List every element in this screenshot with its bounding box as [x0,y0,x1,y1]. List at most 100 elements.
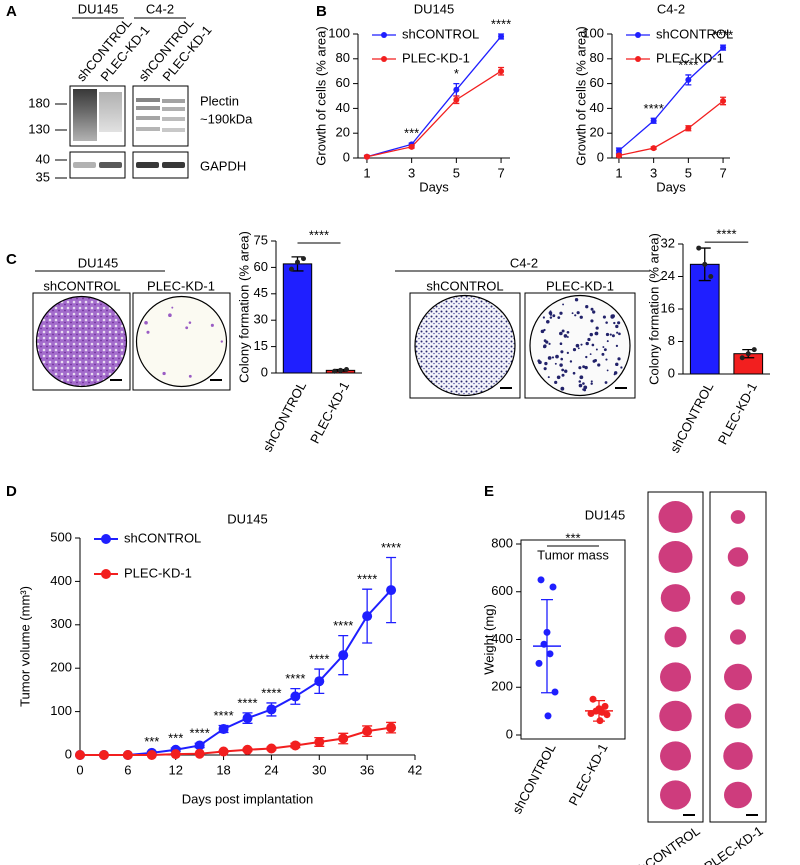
colony [162,371,166,376]
significance: **** [213,708,233,723]
marker [338,733,349,744]
significance: *** [404,126,419,141]
blot-band [99,92,122,132]
colony [602,315,606,319]
marker [314,736,325,747]
image-title: DU145 [78,255,118,270]
x-tick-label: 24 [264,762,278,777]
data-point [537,576,545,584]
y-axis-label: Growth of cells (% area) [573,26,588,165]
y-tick-label: 40 [336,100,350,115]
data-point [301,256,306,262]
colony [542,345,547,349]
marker [242,744,253,755]
blot-band [136,116,160,120]
colony [595,326,599,330]
panel-label: B [316,3,327,20]
blot-band [136,162,159,168]
marker [362,611,373,622]
blot-band [162,99,185,103]
marker-label: 40 [36,151,50,166]
colony [549,313,553,316]
colony [560,386,565,391]
marker [615,147,622,154]
tumor [659,700,692,732]
colony [220,340,223,343]
significance: * [454,66,459,81]
marker [146,750,157,760]
tumor [664,626,687,648]
marker [266,704,277,715]
image-label: PLEC-KD-1 [147,278,215,293]
data-point [344,366,349,372]
colony [601,352,605,356]
colony [552,314,556,318]
y-tick-label: 24 [661,268,675,283]
colony [590,307,594,311]
significance: *** [565,530,580,545]
colony [569,360,573,363]
significance: **** [261,685,281,700]
significance: **** [713,28,733,43]
y-tick-label: 40 [590,100,604,115]
image-label: PLEC-KD-1 [701,823,765,865]
x-tick-label: 30 [312,762,326,777]
x-tick-label: 1 [615,165,622,180]
y-tick-label: 400 [491,631,513,646]
colony [582,382,585,385]
x-tick-label: 12 [168,762,182,777]
tumor [724,703,752,729]
y-tick-label: 45 [254,285,268,300]
tumor [730,629,746,645]
blot-band [162,128,185,132]
bar [689,263,720,375]
colony [587,337,591,342]
category-label: PLEC-KD-1 [715,380,760,447]
marker [290,740,301,751]
colony [585,305,589,309]
tumor [658,501,693,533]
chart-title: C4-2 [657,1,685,16]
colony [602,346,605,349]
image-title: DU145 [585,507,625,522]
colony [540,329,545,334]
colony [544,361,548,366]
y-tick-label: 80 [590,50,604,65]
marker [650,145,657,152]
x-tick-label: 5 [453,165,460,180]
x-tick-label: 36 [360,762,374,777]
y-tick-label: 200 [50,660,72,675]
colony [574,298,579,302]
colony [584,365,588,370]
marker [386,722,397,733]
well [35,295,128,388]
y-tick-label: 300 [50,616,72,631]
data-point [751,347,757,353]
protein-label: GAPDH [200,158,246,173]
chart-title: Tumor mass [537,547,609,562]
marker [218,723,229,734]
marker [408,143,415,150]
protein-label: ~190kDa [200,111,253,126]
x-tick-label: 7 [497,165,504,180]
marker [218,746,229,757]
marker [290,691,301,702]
chart-title: DU145 [414,1,454,16]
series-line [618,47,724,152]
marker [75,750,85,760]
significance: **** [644,101,664,116]
colony [144,320,148,325]
colony [611,334,615,338]
category-label: PLEC-KD-1 [307,379,352,446]
colony [589,353,592,356]
series-line [366,70,502,158]
marker-label: 130 [28,121,50,136]
marker-label: 35 [36,169,50,184]
y-tick-label: 20 [336,125,350,140]
colony [574,314,577,317]
colony [605,321,608,324]
data-point [332,368,337,374]
colony [613,321,616,325]
colony [559,363,563,367]
colony [620,366,623,369]
